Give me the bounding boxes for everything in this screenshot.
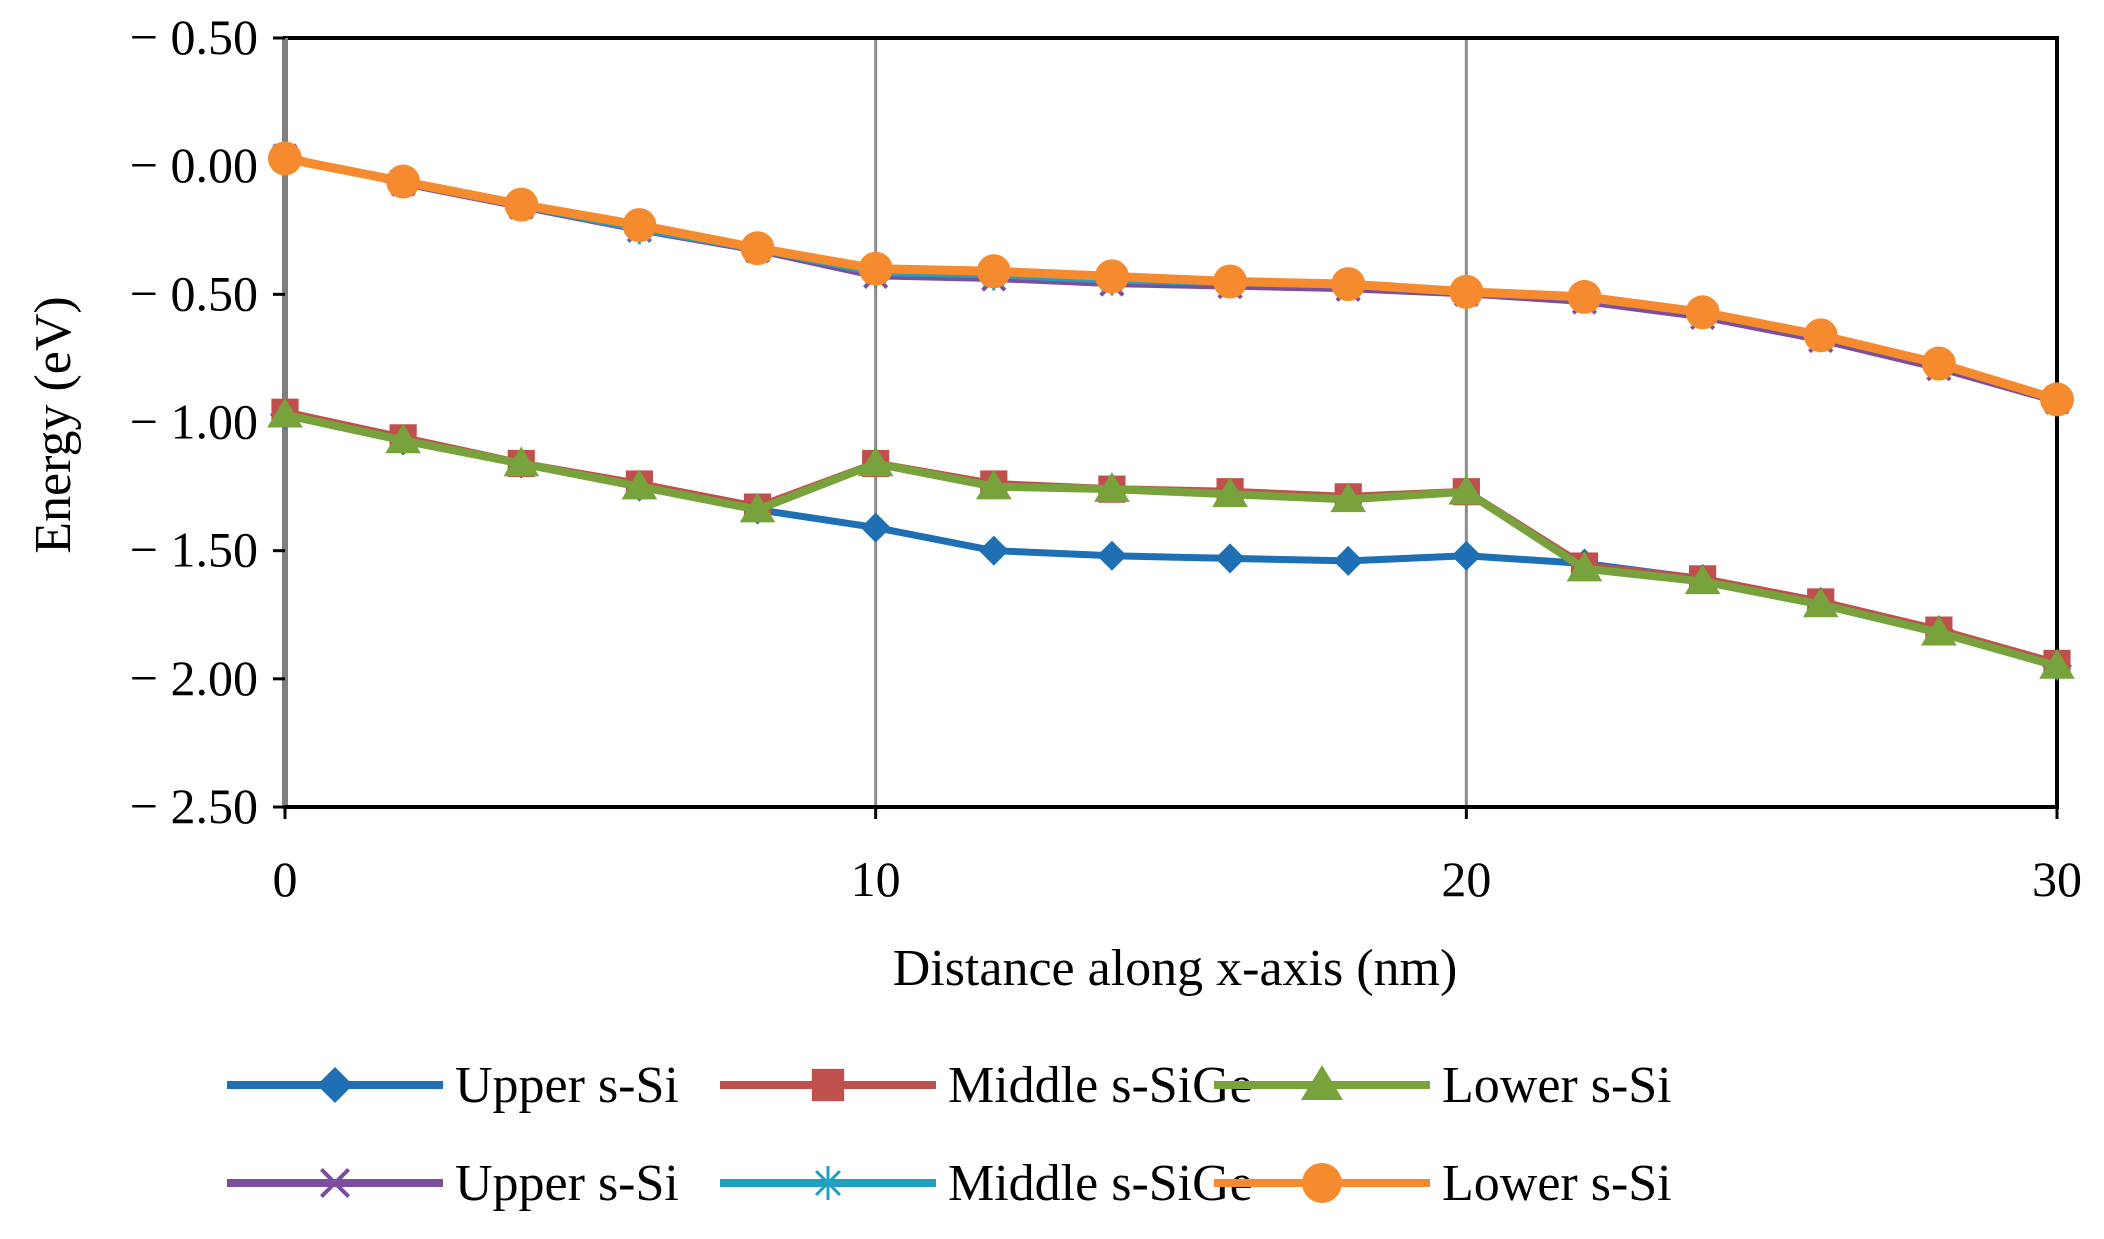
y-tick-label: − 2.50 [130, 778, 258, 834]
legend-item: Middle s-SiGe [720, 1057, 1253, 1114]
data-point [2040, 382, 2074, 417]
legend-swatch-marker [811, 1068, 845, 1102]
data-point [1802, 587, 1839, 618]
legend-label: Upper s-Si [455, 1057, 679, 1114]
legend-swatch-marker [319, 1167, 351, 1199]
data-point [267, 397, 303, 428]
data-point [621, 469, 658, 500]
legend-label: Middle s-SiGe [948, 1057, 1253, 1114]
series-line [284, 154, 2059, 404]
legend-item: Lower s-Si [1214, 1155, 1672, 1212]
legend-swatch-marker [1301, 1065, 1343, 1100]
legend-item: Middle s-SiGe [720, 1155, 1253, 1212]
y-tick-label: − 1.00 [130, 394, 258, 450]
legend-item: Upper s-Si [227, 1057, 679, 1114]
y-tick-label: − 2.00 [130, 650, 258, 706]
data-point [622, 208, 657, 243]
data-point [1448, 474, 1485, 505]
y-tick-label: − 0.50 [130, 9, 258, 65]
series-3 [267, 397, 2075, 679]
data-point [1213, 264, 1248, 299]
x-tick-label: 20 [1441, 851, 1491, 907]
data-point [739, 492, 776, 523]
legend: Upper s-Si Middle s-SiGe Lower s-Si Upper s… [227, 1057, 1672, 1212]
data-point [740, 231, 775, 266]
series-line [284, 410, 2059, 670]
data-point [857, 446, 894, 477]
x-tick-label: 30 [2032, 851, 2082, 907]
data-point [975, 469, 1012, 500]
data-point [1684, 564, 1721, 595]
data-point [1094, 472, 1130, 502]
legend-swatch-marker [317, 1067, 353, 1103]
data-point [1333, 545, 1364, 576]
legend-swatch-marker [811, 1166, 845, 1200]
x-tick-label: 10 [851, 851, 901, 907]
legend-label: Upper s-Si [455, 1155, 679, 1212]
series-6 [268, 141, 2074, 417]
y-tick-label: − 1.50 [130, 522, 258, 578]
legend-label: Lower s-Si [1442, 1155, 1672, 1212]
data-point [1212, 477, 1248, 508]
data-point [1451, 540, 1482, 571]
data-point [1331, 267, 1366, 302]
y-tick-label: − 0.00 [130, 137, 258, 193]
data-point [1567, 279, 1602, 314]
data-point [386, 164, 421, 199]
data-point [1921, 346, 1956, 381]
legend-item: Lower s-Si [1214, 1057, 1672, 1114]
data-point [504, 187, 539, 222]
data-point [1803, 318, 1838, 353]
legend-item: Upper s-Si [227, 1155, 679, 1212]
data-point [1215, 543, 1246, 574]
tick-labels: − 0.50 − 0.00 − 0.50 − 1.00 − 1.50 − 2.00 − 2.… [130, 9, 2082, 907]
data-point [978, 535, 1009, 566]
data-point [1566, 551, 1603, 582]
data-point [1330, 482, 1367, 513]
data-point [385, 423, 421, 454]
legend-swatch-marker [1302, 1163, 1342, 1203]
x-tick-label: 0 [273, 851, 298, 907]
data-point [2039, 649, 2075, 679]
data-point [268, 141, 302, 176]
grid-layer [874, 38, 1468, 807]
data-point [1094, 259, 1129, 294]
y-tick-label: − 0.50 [130, 265, 258, 321]
legend-label: Middle s-SiGe [948, 1155, 1253, 1212]
data-point [1685, 295, 1720, 330]
data-point [858, 251, 893, 286]
data-point [1096, 540, 1127, 571]
data-point [860, 512, 891, 543]
series-layer [267, 141, 2075, 682]
x-axis-title: Distance along x-axis (nm) [893, 940, 1458, 997]
data-point [1449, 274, 1484, 309]
data-point [976, 254, 1011, 289]
data-point [1921, 615, 1957, 646]
legend-label: Lower s-Si [1442, 1057, 1672, 1114]
y-axis-title: Energy (eV) [25, 296, 82, 554]
data-point [503, 446, 540, 477]
